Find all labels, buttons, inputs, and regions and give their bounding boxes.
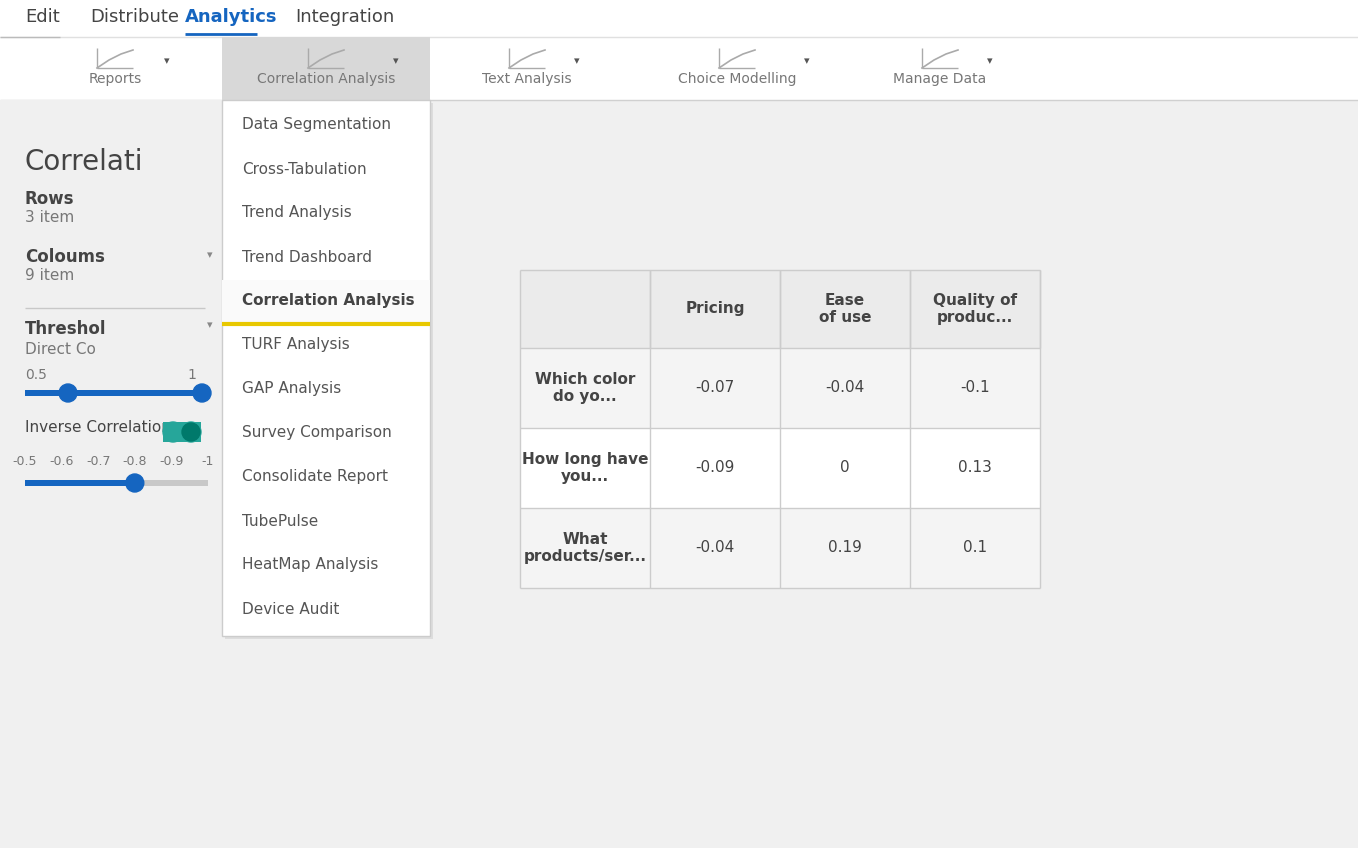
Text: Text Analysis: Text Analysis [482, 72, 572, 86]
Text: Trend Analysis: Trend Analysis [242, 205, 352, 220]
Text: Rows: Rows [24, 190, 75, 208]
FancyBboxPatch shape [520, 508, 1040, 588]
Text: Data Segmentation: Data Segmentation [242, 118, 391, 132]
Text: Integration: Integration [295, 8, 394, 26]
Text: GAP Analysis: GAP Analysis [242, 382, 341, 397]
Text: -0.04: -0.04 [826, 381, 865, 395]
Text: ▾: ▾ [574, 56, 580, 66]
Text: Direct Co: Direct Co [24, 342, 96, 357]
FancyBboxPatch shape [0, 37, 1358, 100]
FancyBboxPatch shape [520, 428, 1040, 508]
FancyBboxPatch shape [520, 348, 1040, 428]
Text: Distribute: Distribute [90, 8, 179, 26]
FancyBboxPatch shape [24, 390, 68, 396]
Text: -0.5: -0.5 [12, 455, 37, 468]
FancyBboxPatch shape [0, 100, 1358, 848]
Text: Device Audit: Device Audit [242, 601, 340, 616]
Text: -0.6: -0.6 [49, 455, 73, 468]
Text: Threshol: Threshol [24, 320, 106, 338]
Text: Pricing: Pricing [686, 302, 744, 316]
FancyBboxPatch shape [520, 270, 1040, 588]
Text: Correlation Analysis: Correlation Analysis [242, 293, 414, 309]
Text: Cross-Tabulation: Cross-Tabulation [242, 161, 367, 176]
Text: ▾: ▾ [164, 56, 170, 66]
Text: ▾: ▾ [804, 56, 809, 66]
Text: What
products/ser...: What products/ser... [523, 532, 646, 564]
Circle shape [181, 422, 201, 442]
Text: -0.8: -0.8 [122, 455, 147, 468]
Circle shape [193, 384, 210, 402]
FancyBboxPatch shape [520, 270, 1040, 348]
Text: 0.5: 0.5 [24, 368, 48, 382]
Text: -0.7: -0.7 [86, 455, 110, 468]
FancyBboxPatch shape [0, 100, 221, 848]
Text: -1: -1 [202, 455, 215, 468]
Text: Ease
of use: Ease of use [819, 293, 872, 325]
FancyBboxPatch shape [0, 0, 1358, 37]
Text: Choice Modelling: Choice Modelling [678, 72, 796, 86]
Text: Quality of
produc...: Quality of produc... [933, 293, 1017, 325]
Text: Consolidate Report: Consolidate Report [242, 470, 388, 484]
Text: Coloums: Coloums [24, 248, 105, 266]
Text: Analytics: Analytics [185, 8, 277, 26]
FancyBboxPatch shape [24, 480, 134, 486]
Text: -0.07: -0.07 [695, 381, 735, 395]
Text: Edit: Edit [24, 8, 60, 26]
Text: Survey Comparison: Survey Comparison [242, 426, 391, 440]
Text: Manage Data: Manage Data [894, 72, 987, 86]
Circle shape [163, 422, 183, 442]
Circle shape [126, 474, 144, 492]
Text: ▾: ▾ [394, 56, 399, 66]
FancyBboxPatch shape [163, 422, 201, 442]
Text: 0.1: 0.1 [963, 540, 987, 555]
FancyBboxPatch shape [221, 280, 430, 324]
Text: 9 item: 9 item [24, 268, 75, 283]
Text: Which color
do yo...: Which color do yo... [535, 371, 636, 404]
Text: ▾: ▾ [987, 56, 993, 66]
FancyBboxPatch shape [24, 480, 208, 486]
FancyBboxPatch shape [221, 100, 430, 636]
FancyBboxPatch shape [68, 390, 202, 396]
FancyBboxPatch shape [221, 37, 430, 100]
Text: Correlati: Correlati [24, 148, 144, 176]
Circle shape [58, 384, 77, 402]
Text: Correlation Analysis: Correlation Analysis [257, 72, 395, 86]
Text: -0.9: -0.9 [159, 455, 183, 468]
Text: Trend Dashboard: Trend Dashboard [242, 249, 372, 265]
FancyBboxPatch shape [225, 103, 433, 639]
Text: Reports: Reports [88, 72, 141, 86]
Text: ▾: ▾ [208, 320, 213, 330]
Text: 1: 1 [187, 368, 196, 382]
Text: -0.1: -0.1 [960, 381, 990, 395]
Text: Inverse Correlation: Inverse Correlation [24, 420, 171, 435]
Text: 0: 0 [841, 460, 850, 476]
Text: How long have
you...: How long have you... [521, 452, 648, 484]
Circle shape [182, 423, 200, 441]
Text: TubePulse: TubePulse [242, 514, 318, 528]
Text: 0.13: 0.13 [957, 460, 991, 476]
Text: HeatMap Analysis: HeatMap Analysis [242, 557, 379, 572]
Text: -0.09: -0.09 [695, 460, 735, 476]
Text: 3 item: 3 item [24, 210, 75, 225]
Text: 0.19: 0.19 [828, 540, 862, 555]
Text: TURF Analysis: TURF Analysis [242, 338, 350, 353]
Text: -0.04: -0.04 [695, 540, 735, 555]
FancyBboxPatch shape [24, 390, 205, 396]
Text: ▾: ▾ [208, 250, 213, 260]
